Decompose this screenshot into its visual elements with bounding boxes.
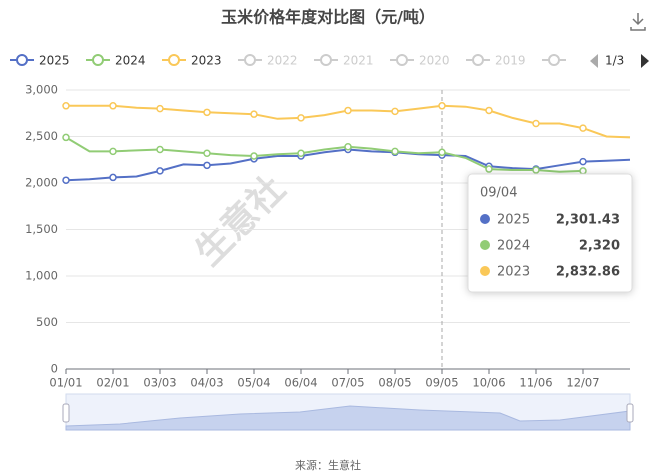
tooltip-dot <box>480 266 490 276</box>
x-tick-label: 07/05 <box>331 376 364 390</box>
legend-prev[interactable] <box>590 54 598 68</box>
zoom-handle[interactable] <box>626 403 634 423</box>
legend-symbol[interactable] <box>396 54 408 66</box>
tooltip-name: 2025 <box>497 213 530 228</box>
y-tick-label: 2,000 <box>25 176 58 190</box>
tooltip-box <box>467 173 633 293</box>
series-line <box>65 136 584 173</box>
point <box>156 167 164 175</box>
point <box>532 166 540 174</box>
x-tick-label: 08/05 <box>378 376 411 390</box>
point <box>109 147 117 156</box>
legend-symbol[interactable] <box>244 54 256 66</box>
x-tick-label: 10/06 <box>472 376 505 390</box>
tooltip-value: 2,301.43 <box>556 213 620 228</box>
tooltip-value: 2,832.86 <box>556 265 620 280</box>
tooltip-value: 2,320 <box>579 239 620 254</box>
y-tick-label: 1,000 <box>25 269 58 283</box>
point <box>391 147 399 156</box>
download-icon[interactable] <box>630 13 646 31</box>
point <box>297 149 305 157</box>
legend-symbol[interactable] <box>548 54 560 66</box>
download-glyph[interactable] <box>630 13 646 31</box>
point <box>156 145 164 154</box>
legend-next[interactable] <box>641 54 649 68</box>
legend-label[interactable]: 2021 <box>343 54 374 68</box>
point <box>203 108 211 117</box>
data-zoom[interactable] <box>62 393 634 431</box>
tooltip-dot <box>480 240 490 250</box>
legend-symbol[interactable] <box>320 54 332 66</box>
point <box>156 104 164 113</box>
point <box>62 102 70 110</box>
point <box>250 152 258 160</box>
y-tick-label: 0 <box>51 362 58 376</box>
point <box>109 102 117 110</box>
x-tick-label: 12/07 <box>566 376 599 390</box>
point <box>297 114 305 122</box>
point <box>438 102 446 110</box>
tooltip-name: 2024 <box>497 239 530 254</box>
source: 来源：生意社 <box>295 458 361 472</box>
point <box>579 124 587 132</box>
zoom-handle[interactable] <box>62 403 70 423</box>
legend-label[interactable]: 2024 <box>115 54 146 68</box>
x-tick-label: 11/06 <box>519 376 552 390</box>
point <box>391 107 399 116</box>
y-tick-label: 500 <box>36 315 58 329</box>
x-tick-label: 02/01 <box>96 376 129 390</box>
y-tick-label: 3,000 <box>25 83 58 97</box>
point <box>438 148 446 157</box>
legend-label[interactable]: 2023 <box>191 54 222 68</box>
point <box>250 110 258 118</box>
tooltip-name: 2023 <box>497 265 530 280</box>
y-tick-label: 1,500 <box>25 222 58 236</box>
x-tick-label: 04/03 <box>190 376 223 390</box>
legend-symbol[interactable] <box>92 54 104 66</box>
x-tick-label: 05/04 <box>237 376 270 390</box>
point <box>485 165 493 173</box>
legend-symbol[interactable] <box>472 54 484 66</box>
tooltip-title: 09/04 <box>480 186 517 201</box>
point <box>344 142 352 151</box>
watermark: 生意社 <box>188 168 293 273</box>
point <box>109 173 117 182</box>
tooltip: 09/04 2025 2,301.43 2024 2,320 2023 2,832.86 <box>467 173 633 293</box>
x-tick-label: 01/01 <box>49 376 82 390</box>
x-tick-label: 06/04 <box>284 376 317 390</box>
legend-label[interactable]: 2020 <box>419 54 450 68</box>
zoom-preview <box>65 405 631 431</box>
legend-label[interactable]: 2025 <box>39 54 70 68</box>
legend-label[interactable]: 2019 <box>495 54 526 68</box>
legend-symbol[interactable] <box>168 54 180 66</box>
x-tick-label: 09/05 <box>425 376 458 390</box>
point <box>485 106 493 115</box>
x-tick-label: 03/03 <box>143 376 176 390</box>
point <box>579 157 587 166</box>
point <box>579 167 587 175</box>
point <box>532 119 540 128</box>
point <box>344 106 352 115</box>
legend-symbol[interactable] <box>16 54 28 66</box>
point <box>62 133 70 142</box>
chart-title: 玉米价格年度对比图（元/吨） <box>221 8 435 27</box>
y-tick-label: 2,500 <box>25 129 58 143</box>
legend-label[interactable]: 2022 <box>267 54 298 68</box>
point <box>203 149 211 157</box>
legend-page: 1/3 <box>605 54 624 68</box>
point <box>62 176 70 184</box>
point <box>203 161 211 170</box>
tooltip-dot <box>480 214 490 224</box>
